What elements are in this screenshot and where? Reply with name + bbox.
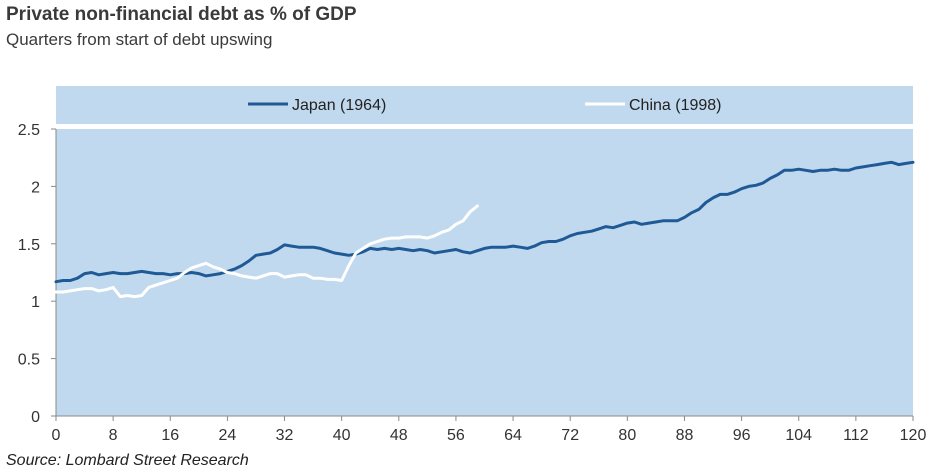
chart-title: Private non-financial debt as % of GDP [6,4,357,25]
x-axis: 0 8 16 24 32 40 48 56 64 72 80 88 96 104 112 120 [52,415,927,444]
x-tick-label: 96 [733,427,751,444]
y-tick-label: 0.5 [18,352,40,369]
series-line-japan-1964 [54,160,915,284]
x-tick-label: 32 [276,427,294,444]
x-tick-label: 48 [390,427,408,444]
legend [56,86,913,124]
series-layer [54,160,915,299]
x-tick-label: 80 [618,427,636,444]
x-tick-label: 24 [219,427,237,444]
legend-label-japan-1964: Japan (1964) [292,97,386,114]
y-tick-label: 0 [31,409,40,426]
chart-subtitle: Quarters from start of debt upswing [6,30,273,49]
x-tick-label: 72 [561,427,579,444]
x-tick-label: 56 [447,427,465,444]
x-tick-label: 88 [676,427,694,444]
x-tick-label: 104 [785,427,812,444]
y-tick-label: 1 [31,294,40,311]
x-tick-label: 40 [333,427,351,444]
x-tick-label: 120 [900,427,927,444]
legend-items: Japan (1964) China (1998) [248,97,722,114]
y-axis: 0 0.5 1 1.5 2 2.5 [18,122,57,426]
series-line-china-1998 [54,204,479,299]
x-tick-label: 112 [843,427,869,444]
legend-label-china-1998: China (1998) [629,97,722,114]
x-tick-label: 0 [52,427,61,444]
y-tick-label: 2.5 [18,122,40,139]
x-tick-label: 64 [504,427,522,444]
y-tick-label: 1.5 [18,237,40,254]
x-tick-label: 8 [109,427,118,444]
x-tick-label: 16 [161,427,179,444]
chart-source: Source: Lombard Street Research [6,452,249,469]
y-tick-label: 2 [31,179,40,196]
